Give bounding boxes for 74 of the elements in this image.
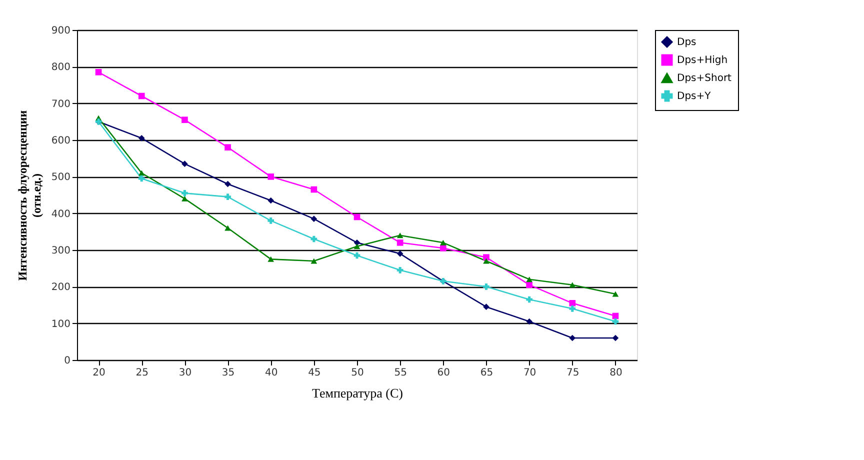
y-tick-label: 0: [64, 356, 70, 366]
point: [396, 250, 404, 257]
point: [268, 174, 274, 180]
point: [224, 180, 231, 188]
point: [224, 194, 231, 200]
legend-label: Dps+Y: [677, 91, 712, 102]
point: [612, 334, 619, 342]
y-tick-label: 500: [51, 172, 70, 184]
point: [95, 69, 102, 76]
x-tick-label: 40: [264, 368, 278, 378]
point: [483, 254, 490, 260]
point: [138, 135, 145, 142]
legend-label: Dps: [677, 37, 696, 48]
point: [268, 218, 274, 224]
point: [526, 282, 532, 288]
point: [569, 282, 576, 288]
point: [182, 116, 188, 123]
point: [182, 160, 188, 167]
x-tick-label: 75: [566, 368, 580, 378]
x-tick-label: 50: [351, 368, 364, 378]
point: [268, 197, 274, 204]
x-tick-label: 55: [394, 368, 407, 378]
point: [569, 334, 576, 342]
point: [224, 144, 231, 150]
x-tick-label: 65: [480, 368, 494, 378]
y-tick-label: 300: [51, 246, 70, 256]
point: [310, 236, 318, 242]
x-tick-label: 35: [222, 368, 235, 378]
y-tick-label: 800: [51, 62, 70, 74]
point: [440, 240, 446, 246]
point: [182, 196, 188, 202]
y-tick-label: 600: [51, 136, 70, 146]
y-tick-label: 700: [51, 98, 70, 110]
point: [138, 175, 145, 182]
point: [396, 232, 404, 238]
point: [612, 318, 619, 325]
legend-label: Dps+High: [677, 55, 728, 66]
x-tick-label: 70: [523, 368, 536, 378]
point: [354, 252, 360, 259]
y-tick-label: 100: [51, 318, 70, 330]
x-tick-label: 80: [610, 368, 622, 378]
point: [483, 284, 490, 290]
point: [526, 296, 532, 303]
x-tick-label: 45: [308, 368, 321, 378]
point: [483, 258, 490, 264]
point: [396, 267, 404, 274]
point: [138, 92, 145, 100]
point: [440, 245, 446, 252]
point: [526, 276, 532, 282]
point: [268, 256, 274, 262]
y-axis-title: Интенсивность флуоресценции (отн.ед.): [15, 110, 44, 281]
legend-label: Dps+Short: [677, 73, 732, 84]
point: [569, 300, 576, 306]
y-tick-label: 200: [51, 282, 70, 294]
point: [483, 304, 490, 310]
point: [310, 216, 318, 222]
x-tick-label: 25: [136, 368, 148, 378]
x-tick-label: 30: [178, 368, 192, 378]
x-tick-label: 60: [437, 368, 450, 378]
point: [138, 170, 145, 176]
point: [310, 258, 318, 264]
x-tick-label: 20: [92, 368, 106, 378]
point: [612, 291, 619, 297]
point: [182, 190, 188, 196]
x-axis-title: Температура (С): [312, 386, 403, 400]
y-tick-label: 900: [51, 26, 70, 36]
point: [526, 318, 532, 325]
point: [310, 186, 318, 193]
y-tick-label: 400: [51, 208, 70, 220]
point: [396, 240, 404, 246]
point: [354, 244, 360, 250]
point: [569, 306, 576, 312]
point: [354, 214, 360, 220]
point: [224, 225, 231, 231]
